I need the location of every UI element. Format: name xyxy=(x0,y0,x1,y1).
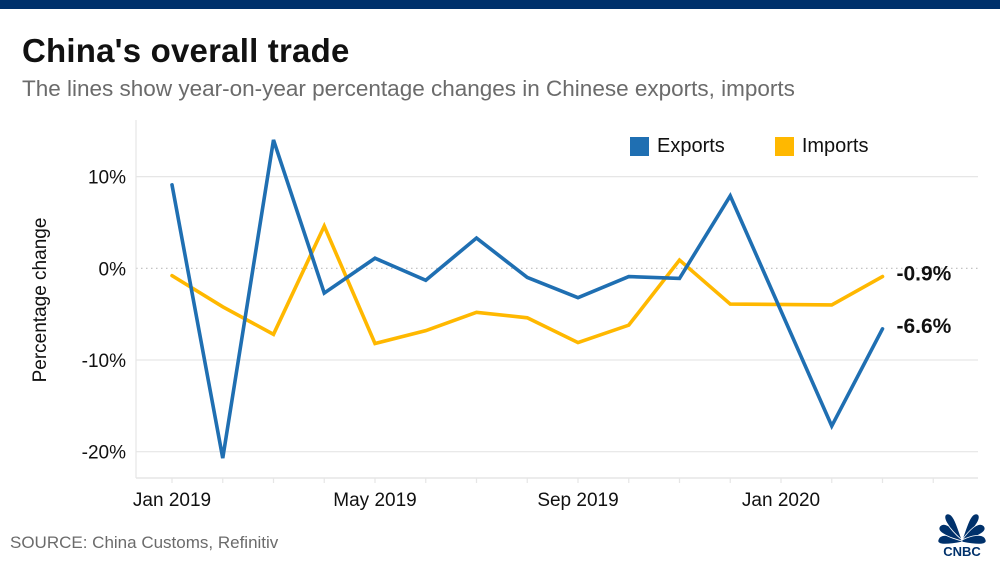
legend-label-imports: Imports xyxy=(801,135,869,157)
y-tick-labels: 10% 0% -10% -20% xyxy=(82,168,126,464)
cnbc-peacock-icon: CNBC xyxy=(937,513,987,558)
x-tick-label: Jan 2019 xyxy=(133,490,211,511)
end-label-exports: -6.6% xyxy=(897,315,952,338)
series-line-exports xyxy=(170,139,885,459)
peacock-feather xyxy=(961,535,987,545)
y-tick-label: -20% xyxy=(82,443,126,464)
peacock-feather xyxy=(944,513,963,541)
top-bar xyxy=(0,0,1000,9)
source-note: SOURCE: China Customs, Refinitiv xyxy=(10,533,279,552)
x-tick-label: May 2019 xyxy=(333,490,416,511)
gridlines xyxy=(136,176,978,453)
cnbc-logo: CNBC xyxy=(937,513,987,558)
x-tick-labels: Jan 2019 May 2019 Sep 2019 Jan 2020 xyxy=(133,490,820,511)
cnbc-wordmark: CNBC xyxy=(943,544,981,558)
chart-title: China's overall trade xyxy=(22,32,350,69)
chart-subtitle: The lines show year-on-year percentage c… xyxy=(22,76,795,101)
series-lines xyxy=(170,139,885,459)
legend-swatch-exports xyxy=(630,137,649,156)
x-tick-label: Sep 2019 xyxy=(537,490,618,511)
legend-label-exports: Exports xyxy=(657,135,725,157)
legend-item-imports: Imports xyxy=(774,135,869,158)
y-tick-label: 10% xyxy=(88,168,126,189)
x-tick-label: Jan 2020 xyxy=(742,490,820,511)
series-line-imports xyxy=(170,221,885,346)
y-tick-label: 0% xyxy=(99,259,127,280)
end-labels: -0.9% -6.6% xyxy=(897,263,952,338)
legend-item-exports: Exports xyxy=(630,135,725,158)
legend-swatch-imports xyxy=(774,137,794,156)
legend: Exports Imports xyxy=(630,135,869,158)
y-tick-label: -10% xyxy=(82,351,126,372)
axes xyxy=(135,120,978,483)
end-label-imports: -0.9% xyxy=(897,263,952,286)
